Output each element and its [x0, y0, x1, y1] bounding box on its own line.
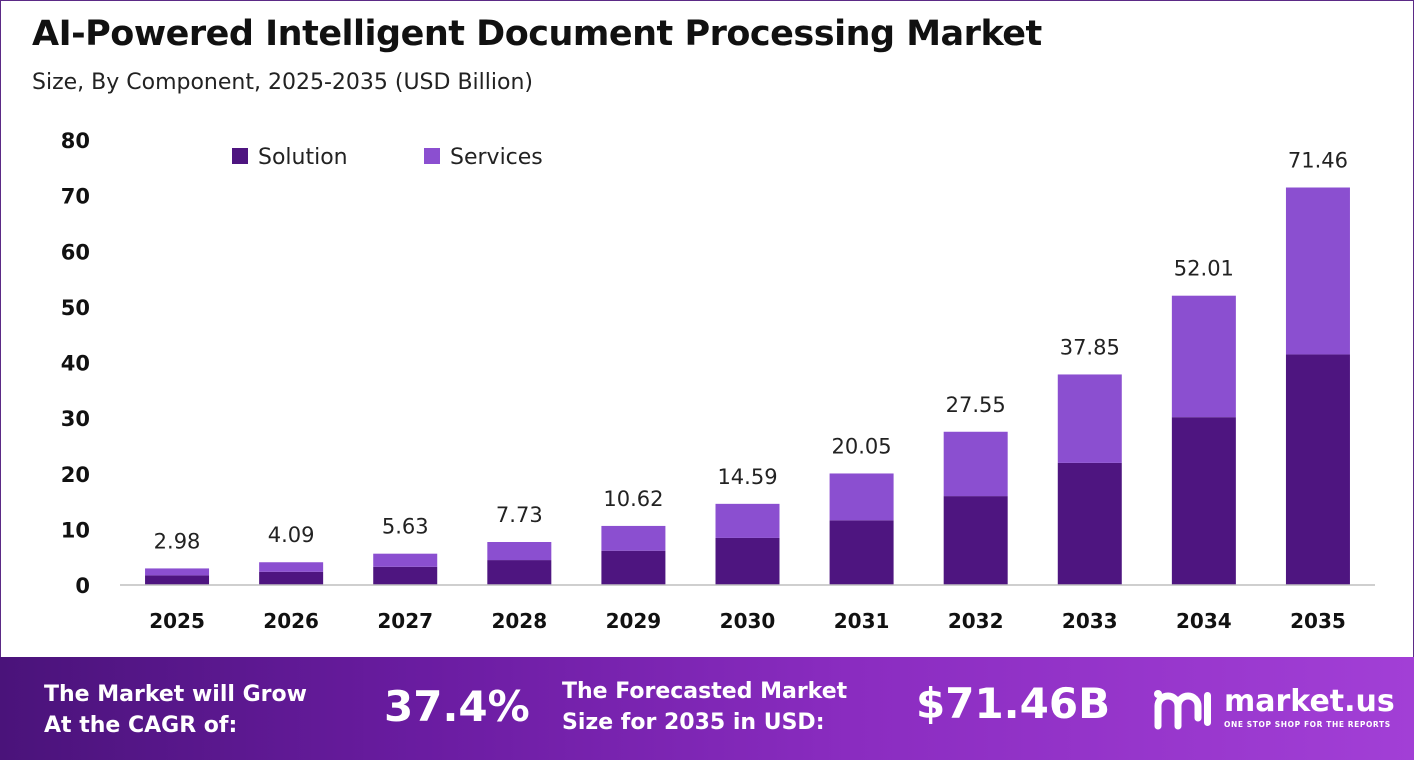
legend-label-solution: Solution — [258, 145, 348, 170]
chart-title: AI-Powered Intelligent Document Processi… — [32, 14, 1042, 54]
x-tick-label: 2026 — [263, 609, 319, 633]
y-tick-label: 0 — [75, 574, 90, 598]
bar-services-2032 — [943, 431, 1008, 497]
summary-banner: The Market will Grow At the CAGR of: 37.… — [0, 657, 1414, 760]
brand-tagline: ONE STOP SHOP FOR THE REPORTS — [1224, 720, 1391, 729]
x-tick-label: 2025 — [149, 609, 205, 633]
bar-services-2034 — [1171, 295, 1236, 418]
bar-solution-2028 — [487, 560, 552, 585]
x-tick-label: 2032 — [948, 609, 1004, 633]
forecast-label: The Forecasted Market Size for 2035 in U… — [562, 676, 847, 738]
total-label: 20.05 — [832, 434, 892, 458]
y-tick-label: 50 — [61, 296, 90, 320]
bar-services-2027 — [373, 553, 438, 567]
total-label: 37.85 — [1060, 335, 1120, 359]
y-tick-label: 10 — [61, 518, 90, 542]
forecast-label-line1: The Forecasted Market — [562, 679, 848, 704]
total-label: 4.09 — [268, 523, 315, 547]
y-tick-label: 20 — [61, 463, 90, 487]
bar-solution-2029 — [601, 550, 666, 585]
brand-name: market.us — [1224, 684, 1395, 719]
bar-solution-2032 — [943, 496, 1008, 585]
total-label: 27.55 — [946, 393, 1006, 417]
bar-services-2033 — [1057, 374, 1122, 463]
x-tick-label: 2034 — [1176, 609, 1232, 633]
bar-services-2026 — [259, 562, 324, 572]
x-axis: 2025 2026 2027 2028 2029 2030 2031 2032 2033 2034… — [120, 584, 1375, 633]
y-tick-label: 80 — [61, 129, 90, 153]
market-us-logo-icon — [1154, 690, 1211, 730]
cagr-label-line1: The Market will Grow — [44, 682, 307, 707]
bar-solution-2031 — [829, 520, 894, 585]
chart-subtitle: Size, By Component, 2025-2035 (USD Billi… — [32, 70, 533, 95]
forecast-value: $71.46B — [916, 679, 1111, 728]
bar-solution-2025 — [145, 575, 210, 585]
bar-services-2029 — [601, 525, 666, 551]
bars: 2.98 4.09 5.63 7.73 10.62 14.59 20.05 27.55 37.8… — [145, 149, 1350, 585]
total-label: 71.46 — [1288, 149, 1348, 173]
cagr-label: The Market will Grow At the CAGR of: — [44, 679, 307, 741]
legend-swatch-services — [424, 148, 440, 164]
bar-services-2028 — [487, 542, 552, 561]
cagr-value: 37.4% — [384, 682, 530, 731]
legend-label-services: Services — [450, 145, 543, 170]
bar-solution-2026 — [259, 571, 324, 585]
forecast-label-line2: Size for 2035 in USD: — [562, 710, 825, 735]
y-tick-label: 30 — [61, 407, 90, 431]
total-label: 52.01 — [1174, 257, 1234, 281]
total-label: 10.62 — [603, 487, 663, 511]
x-tick-label: 2033 — [1062, 609, 1118, 633]
bar-solution-2030 — [715, 537, 780, 585]
x-tick-label: 2027 — [377, 609, 433, 633]
y-axis: 0 10 20 30 40 50 60 70 80 — [61, 129, 90, 598]
bar-services-2035 — [1285, 187, 1350, 355]
x-tick-label: 2035 — [1290, 609, 1346, 633]
bar-services-2031 — [829, 473, 894, 521]
bar-solution-2033 — [1057, 462, 1122, 585]
y-tick-label: 40 — [61, 352, 90, 376]
y-tick-label: 60 — [61, 240, 90, 264]
x-tick-label: 2029 — [606, 609, 662, 633]
x-tick-label: 2030 — [720, 609, 776, 633]
legend: Solution Services — [232, 145, 543, 170]
legend-swatch-solution — [232, 148, 248, 164]
total-label: 2.98 — [154, 529, 201, 553]
y-tick-label: 70 — [61, 185, 90, 209]
bar-services-2030 — [715, 503, 780, 538]
total-label: 7.73 — [496, 503, 543, 527]
total-label: 5.63 — [382, 515, 429, 539]
bar-solution-2027 — [373, 566, 438, 585]
cagr-label-line2: At the CAGR of: — [44, 713, 238, 738]
bar-solution-2034 — [1171, 417, 1236, 585]
brand-logo: market.us ONE STOP SHOP FOR THE REPORTS — [1152, 684, 1402, 734]
x-tick-label: 2028 — [491, 609, 547, 633]
total-label: 14.59 — [717, 465, 777, 489]
bar-services-2025 — [145, 568, 210, 576]
bar-solution-2035 — [1285, 354, 1350, 585]
x-tick-label: 2031 — [834, 609, 890, 633]
